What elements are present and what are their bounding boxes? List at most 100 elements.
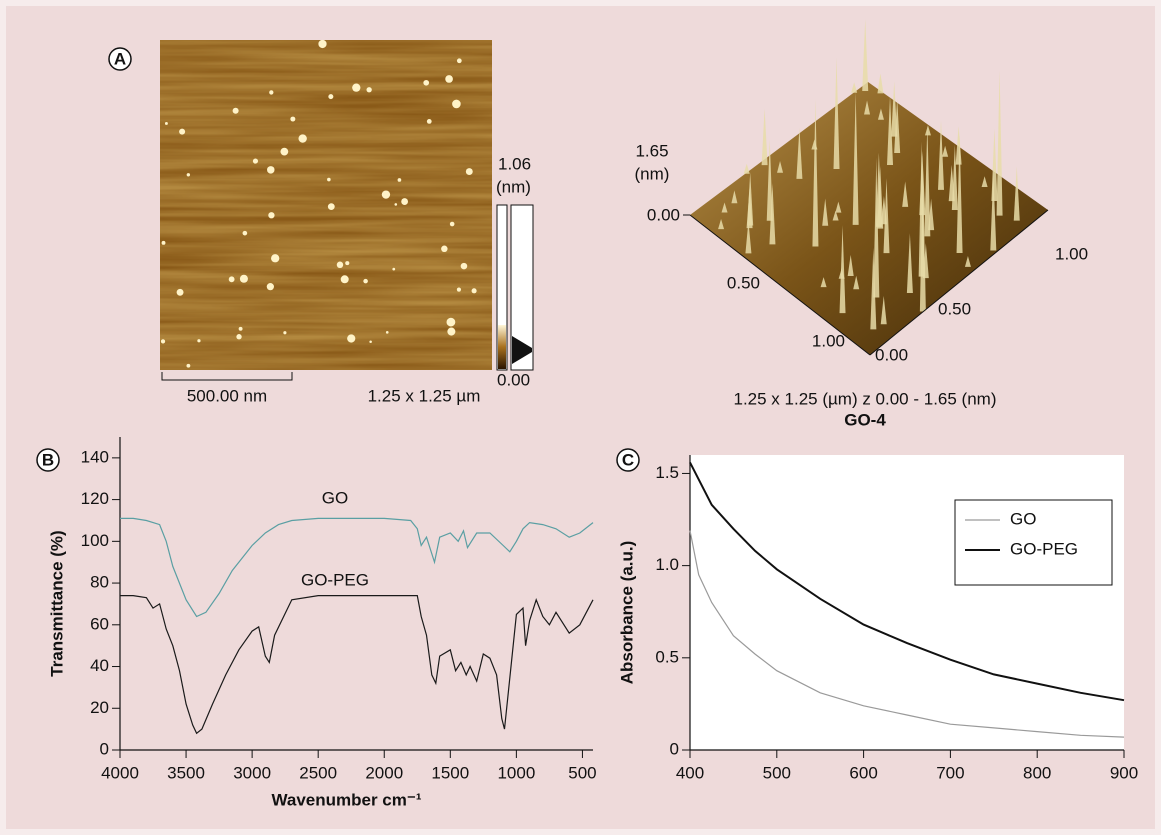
afm-particle — [352, 83, 360, 91]
z-min: 0.00 — [647, 205, 680, 224]
afm-particle — [229, 276, 235, 282]
afm-particle — [240, 275, 248, 283]
afm-particle — [267, 283, 274, 290]
x-tick-label: 900 — [1110, 763, 1138, 782]
y-tick-label: 1.5 — [655, 463, 679, 482]
afm-particle — [457, 288, 461, 292]
afm-particle — [447, 318, 456, 327]
front-tick: 1.00 — [812, 331, 845, 350]
z-max: 1.65 — [635, 141, 668, 160]
afm-particle — [283, 331, 286, 334]
legend-label: GO-PEG — [1010, 539, 1078, 558]
y-axis-label: Transmittance (%) — [47, 530, 66, 676]
x-axis-label: Wavenumber cm⁻¹ — [271, 790, 421, 809]
y-tick-label: 80 — [90, 573, 109, 592]
y-tick-label: 140 — [81, 447, 109, 466]
series-label: GO-PEG — [301, 570, 369, 589]
color-scale-fill — [498, 325, 506, 369]
afm-particle — [386, 331, 389, 334]
afm-particle — [187, 173, 190, 176]
front-tick: 0.50 — [727, 273, 760, 292]
panel-label-text: A — [114, 49, 126, 68]
panel-label-text: B — [42, 450, 54, 469]
afm-particle — [337, 262, 343, 268]
afm-particle — [445, 75, 453, 83]
afm-particle — [366, 87, 371, 92]
afm-particle — [290, 117, 295, 122]
afm-caption: 1.25 x 1.25 (µm) z 0.00 - 1.65 (nm) — [733, 389, 996, 408]
afm-particle — [392, 268, 395, 271]
afm-particle — [243, 231, 248, 236]
image-size: 1.25 x 1.25 µm — [368, 386, 481, 405]
afm-particle — [382, 190, 390, 198]
x-tick-label: 3000 — [233, 763, 271, 782]
afm-particle — [197, 339, 200, 342]
x-tick-label: 700 — [936, 763, 964, 782]
afm-particle — [165, 122, 168, 125]
afm-particle — [457, 58, 462, 63]
x-tick-label: 2000 — [365, 763, 403, 782]
scale-bar-label: 500.00 nm — [187, 386, 267, 405]
plot-area — [690, 455, 1124, 750]
afm-particle — [327, 178, 331, 182]
y-tick-label: 100 — [81, 531, 109, 550]
afm-particle — [423, 80, 429, 86]
x-tick-label: 600 — [849, 763, 877, 782]
afm-particle — [268, 212, 274, 218]
afm-particle — [461, 263, 468, 270]
y-axis-label: Absorbance (a.u.) — [617, 541, 636, 685]
afm-particle — [363, 279, 368, 284]
afm-particle — [177, 289, 184, 296]
scale-max: 1.06 — [498, 154, 531, 173]
x-tick-label: 1000 — [497, 763, 535, 782]
x-tick-label: 500 — [568, 763, 596, 782]
afm-particle — [318, 40, 326, 48]
afm-particle — [179, 129, 185, 135]
afm-particle — [394, 203, 397, 206]
scale-unit: (nm) — [496, 177, 531, 196]
afm-particle — [427, 119, 432, 124]
afm-particle — [398, 178, 402, 182]
afm-particle — [328, 203, 335, 210]
afm-particle — [280, 148, 288, 156]
y-tick-label: 40 — [90, 656, 109, 675]
afm-particle — [269, 90, 273, 94]
x-tick-label: 3500 — [167, 763, 205, 782]
side-tick: 1.00 — [1055, 244, 1088, 263]
afm-particle — [253, 159, 258, 164]
y-tick-label: 1.0 — [655, 555, 679, 574]
side-tick: 0.00 — [875, 345, 908, 364]
y-tick-label: 0 — [100, 739, 109, 758]
legend-label: GO — [1010, 509, 1036, 528]
afm-particle — [345, 261, 349, 265]
x-tick-label: 2500 — [299, 763, 337, 782]
afm-particle — [441, 246, 447, 252]
y-tick-label: 0 — [670, 739, 679, 758]
afm-particle — [267, 166, 274, 173]
afm-particle — [369, 340, 372, 343]
afm-particle — [447, 328, 455, 336]
y-tick-label: 0.5 — [655, 647, 679, 666]
afm-particle — [233, 108, 239, 114]
afm-particle — [236, 334, 241, 339]
afm-particle — [161, 339, 165, 343]
afm-particle — [341, 275, 349, 283]
z-unit: (nm) — [635, 164, 670, 183]
x-tick-label: 400 — [676, 763, 704, 782]
afm-particle — [162, 241, 166, 245]
afm-particle — [298, 134, 306, 142]
afm-particle — [239, 327, 243, 331]
y-tick-label: 120 — [81, 489, 109, 508]
afm-particle — [328, 94, 333, 99]
afm-texture — [160, 40, 492, 370]
afm-particle — [401, 198, 408, 205]
afm-particle — [450, 222, 455, 227]
afm-particle — [347, 334, 355, 342]
x-tick-label: 1500 — [431, 763, 469, 782]
side-tick: 0.50 — [938, 299, 971, 318]
scale-min: 0.00 — [497, 370, 530, 389]
panel-label-text: C — [622, 450, 634, 469]
x-tick-label: 800 — [1023, 763, 1051, 782]
afm-image — [160, 40, 492, 370]
x-tick-label: 500 — [763, 763, 791, 782]
